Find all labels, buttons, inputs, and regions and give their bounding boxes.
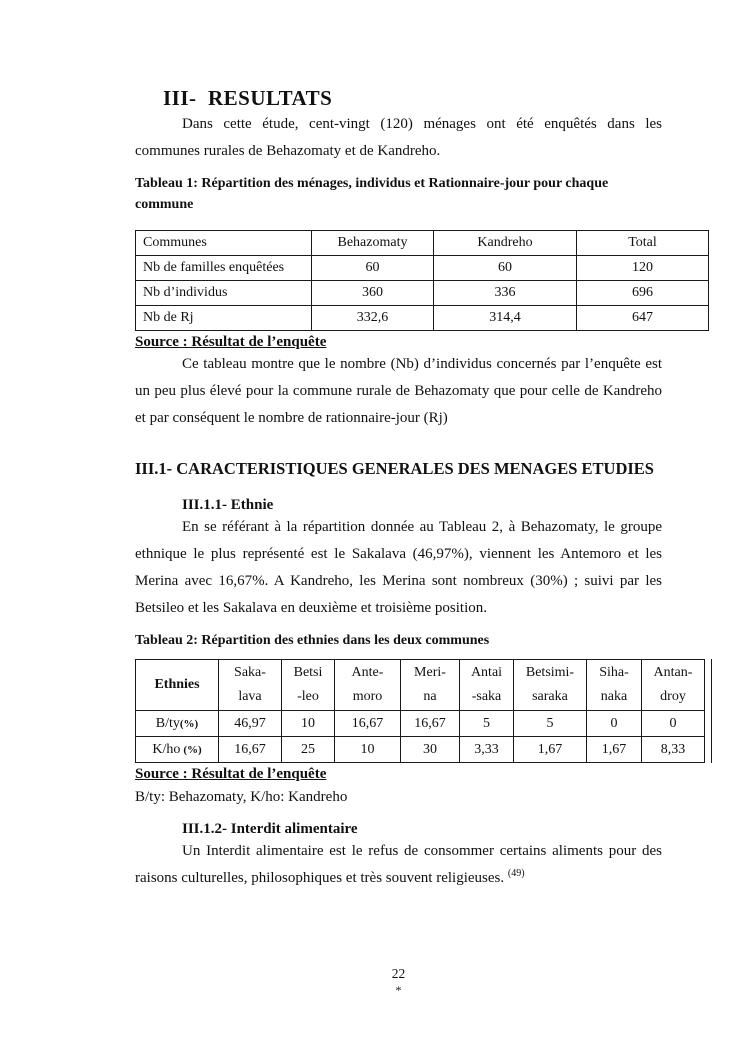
subsection-heading-interdit: III.1.2- Interdit alimentaire	[182, 821, 358, 837]
table1-header-communes: Communes	[135, 230, 312, 256]
table1-cell: 120	[576, 255, 709, 281]
page-number: 22	[391, 966, 406, 981]
table2-header-sihanaka: Siha- naka	[586, 659, 642, 711]
table2-header-antandroy: Antan- droy	[641, 659, 705, 711]
row-label-unit: (%)	[179, 717, 199, 730]
table2-header-antemoro: Ante- moro	[334, 659, 401, 711]
table2-cell: 5	[513, 710, 587, 737]
table2-wrapper: Ethnies Saka- lava Betsi -leo Ante- moro…	[135, 659, 705, 763]
table2-cell: 46,97	[218, 710, 282, 737]
section-heading: III.1- CARACTERISTIQUES GENERALES DES ME…	[135, 459, 654, 478]
table2-cell: 0	[641, 710, 705, 737]
table2-cell: 25	[281, 736, 335, 763]
table1-cell: 332,6	[311, 305, 434, 331]
table1-cell: 314,4	[433, 305, 577, 331]
table1-cell: Nb de familles enquêtées	[135, 255, 312, 281]
intro-paragraph: Dans cette étude, cent-vingt (120) ménag…	[135, 116, 662, 159]
table2-cell: 0	[586, 710, 642, 737]
table2-source-note: Source : Résultat de l’enquête	[135, 766, 327, 782]
table1-cell: 60	[311, 255, 434, 281]
table1-source-note: Source : Résultat de l’enquête	[135, 334, 327, 350]
table1-header-row: Communes Behazomaty Kandreho Total	[135, 230, 709, 256]
table2-header-betsimisaraka: Betsimi- saraka	[513, 659, 587, 711]
table2-rowlabel-kho: K/ho (%)	[135, 736, 219, 763]
row-label-unit: (%)	[183, 743, 202, 756]
table2-caption: Tableau 2: Répartition des ethnies dans …	[135, 633, 490, 648]
table1-cell: 60	[433, 255, 577, 281]
table2-header-ethnies: Ethnies	[135, 659, 219, 711]
footer-mark: *	[395, 983, 402, 997]
table2-rowlabel-bty: B/ty(%)	[135, 710, 219, 737]
row-label-text: B/ty	[155, 715, 180, 731]
table2-cell: 1,67	[586, 736, 642, 763]
page-footer: 22 *	[135, 966, 662, 998]
table1-comment-paragraph: Ce tableau montre que le nombre (Nb) d’i…	[135, 356, 662, 426]
table1-caption: Tableau 1: Répartition des ménages, indi…	[135, 176, 609, 212]
table2-header-betsileo: Betsi -leo	[281, 659, 335, 711]
table2-cell: 10	[281, 710, 335, 737]
table2-overflow-column: Tsimi- hety 0 3,33	[711, 659, 712, 763]
table2-header-merina: Meri- na	[400, 659, 460, 711]
table2-row-kandreho: K/ho (%) 16,67 25 10 30 3,33 1,67 1,67 8,…	[135, 736, 705, 763]
table1-cell: 696	[576, 280, 709, 306]
table2-cell: 16,67	[334, 710, 401, 737]
table1-row-individus: Nb d’individus 360 336 696	[135, 280, 709, 306]
row-label-text: K/ho	[152, 741, 181, 757]
footnote-reference: (49)	[507, 868, 525, 879]
table2-header-row: Ethnies Saka- lava Betsi -leo Ante- moro…	[135, 659, 705, 711]
page-content: III- RESULTATS Dans cette étude, cent-vi…	[135, 0, 709, 892]
table1-row-familles: Nb de familles enquêtées 60 60 120	[135, 255, 709, 281]
interdit-paragraph-text: Un Interdit alimentaire est le refus de …	[135, 843, 662, 886]
table1-cell: 647	[576, 305, 709, 331]
chapter-title: III- RESULTATS	[163, 86, 333, 110]
table2-cell: 1,67	[513, 736, 587, 763]
table2-cell: 16,67	[218, 736, 282, 763]
table2-header-sakalava: Saka- lava	[218, 659, 282, 711]
table2: Ethnies Saka- lava Betsi -leo Ante- moro…	[135, 659, 705, 763]
ethnie-paragraph: En se référant à la répartition donnée a…	[135, 519, 662, 616]
table1-cell: 360	[311, 280, 434, 306]
table2-row-behazomaty: B/ty(%) 46,97 10 16,67 16,67 5 5 0 0	[135, 710, 705, 737]
table1: Communes Behazomaty Kandreho Total Nb de…	[135, 230, 709, 331]
table1-header-behazomaty: Behazomaty	[311, 230, 434, 256]
table2-cell: 10	[334, 736, 401, 763]
table2-cell: 30	[400, 736, 460, 763]
table1-cell: 336	[433, 280, 577, 306]
table1-row-rj: Nb de Rj 332,6 314,4 647	[135, 305, 709, 331]
table2-cell: 16,67	[400, 710, 460, 737]
table2-cell: 3,33	[459, 736, 514, 763]
abbreviation-legend: B/ty: Behazomaty, K/ho: Kandreho	[135, 789, 348, 805]
table1-cell: Nb d’individus	[135, 280, 312, 306]
subsection-heading-ethnie: III.1.1- Ethnie	[182, 497, 274, 513]
table2-cell: 5	[459, 710, 514, 737]
table1-header-kandreho: Kandreho	[433, 230, 577, 256]
table1-header-total: Total	[576, 230, 709, 256]
table2-cell: 8,33	[641, 736, 705, 763]
table2-header-antaisaka: Antai -saka	[459, 659, 514, 711]
interdit-paragraph: Un Interdit alimentaire est le refus de …	[135, 838, 662, 892]
table1-cell: Nb de Rj	[135, 305, 312, 331]
